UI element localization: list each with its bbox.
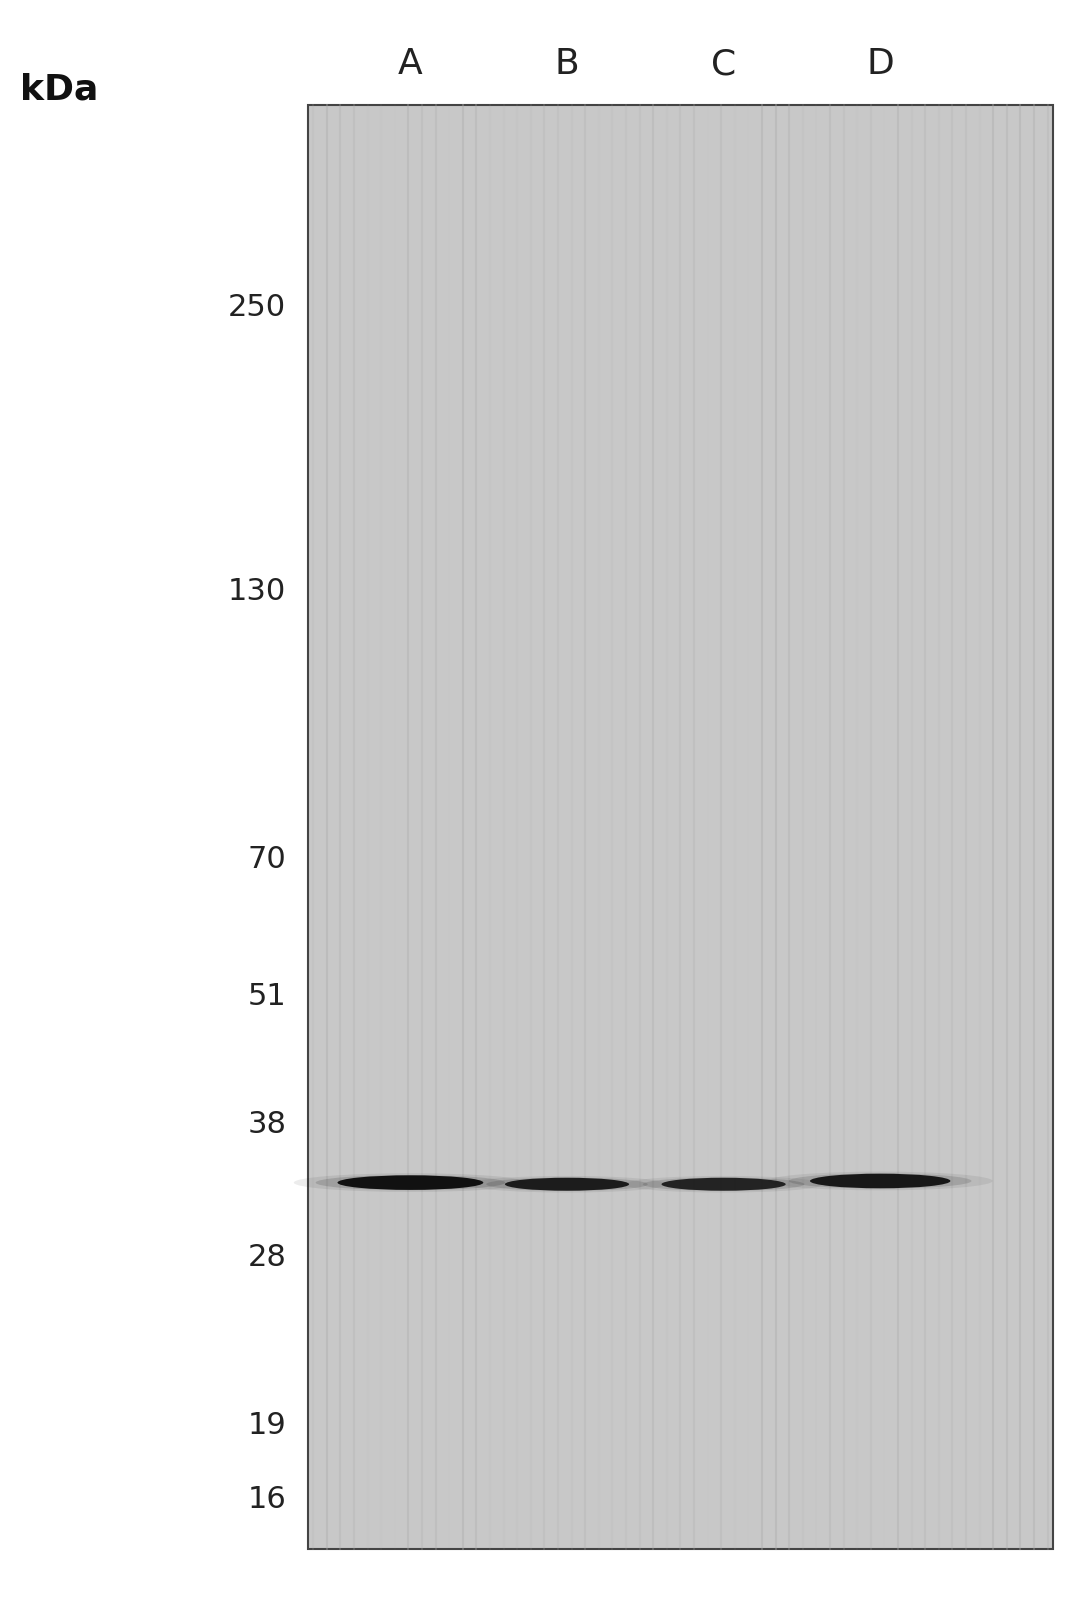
Text: 38: 38 [247, 1109, 286, 1139]
Text: 51: 51 [247, 983, 286, 1012]
Text: kDa: kDa [21, 73, 98, 105]
Ellipse shape [624, 1176, 823, 1192]
Text: B: B [555, 47, 579, 81]
Text: 19: 19 [247, 1411, 286, 1440]
Text: C: C [711, 47, 737, 81]
Ellipse shape [810, 1174, 950, 1189]
Text: 16: 16 [247, 1486, 286, 1515]
Ellipse shape [337, 1176, 483, 1191]
Text: D: D [866, 47, 894, 81]
Text: 250: 250 [228, 294, 286, 321]
Text: 28: 28 [247, 1242, 286, 1272]
Bar [308, 105, 1053, 1549]
Ellipse shape [468, 1176, 666, 1192]
Text: 70: 70 [247, 845, 286, 874]
Ellipse shape [315, 1174, 505, 1191]
Text: A: A [399, 47, 422, 81]
Ellipse shape [661, 1178, 786, 1191]
Ellipse shape [643, 1178, 805, 1191]
Ellipse shape [788, 1173, 972, 1189]
Ellipse shape [486, 1178, 648, 1191]
Ellipse shape [768, 1171, 993, 1191]
Text: 130: 130 [228, 576, 286, 605]
Ellipse shape [294, 1173, 527, 1192]
Ellipse shape [504, 1178, 629, 1191]
